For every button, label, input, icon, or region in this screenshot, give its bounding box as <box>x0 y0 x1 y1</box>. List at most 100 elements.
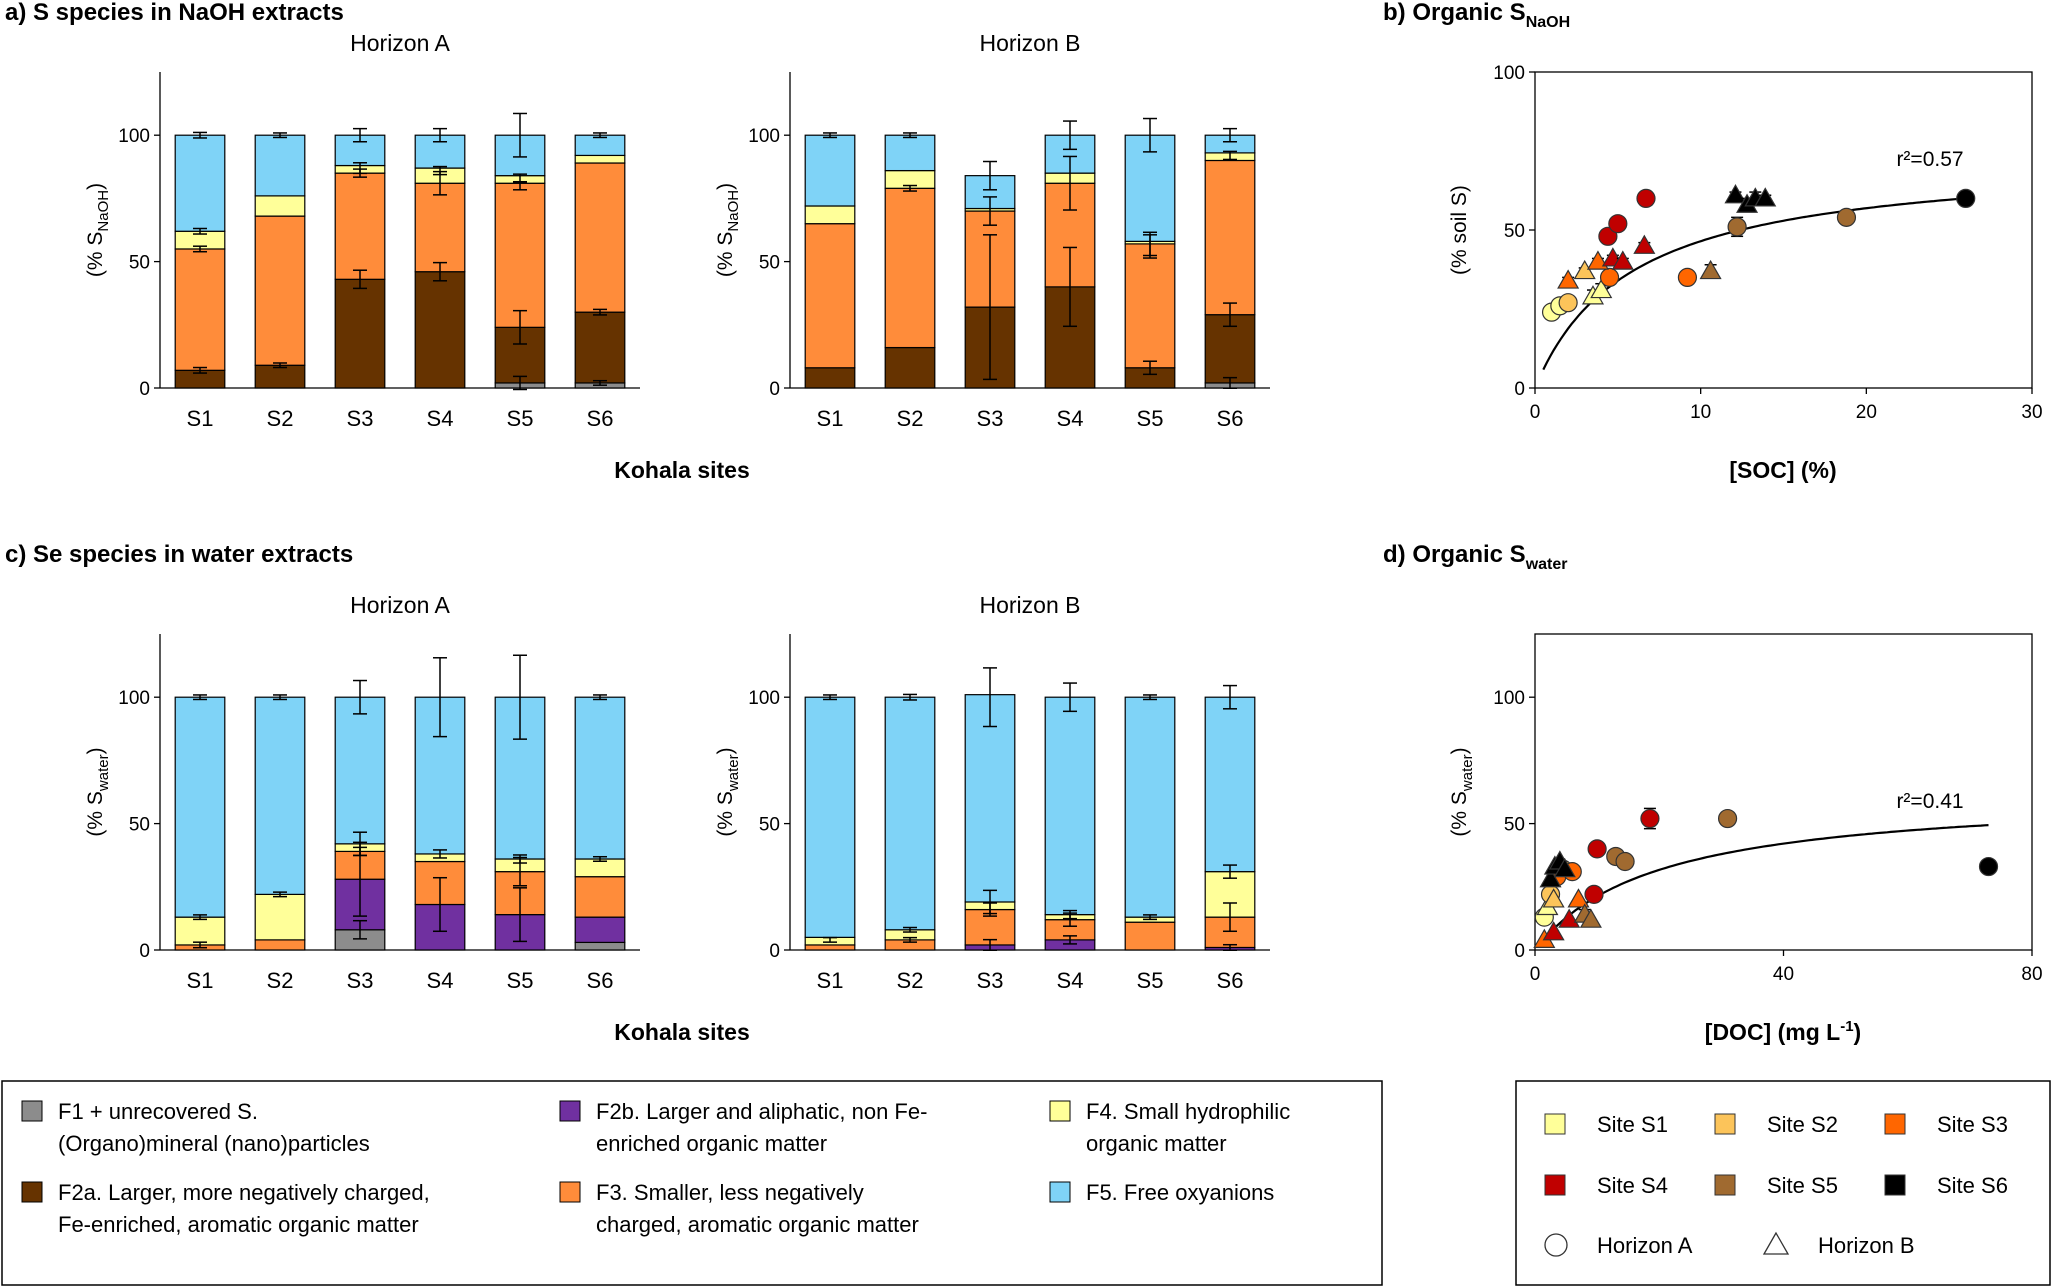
chart-b-point-S4-A <box>1598 226 1618 246</box>
chart-d-ytick-label: 50 <box>1504 815 1525 836</box>
legend-swatch-F2b <box>559 1100 581 1122</box>
legend-label-F3-line1: F3. Smaller, less negatively <box>596 1180 864 1205</box>
chart-b-point-S5-B <box>1699 259 1722 280</box>
chart-a-hB-xtick-label-S4: S4 <box>1057 406 1084 431</box>
chart-a-hB-bar-S1-F2a <box>804 367 856 389</box>
chart-a-hA-bar-S3-F2a <box>334 278 386 389</box>
chart-b-point-S3-A <box>1677 267 1698 287</box>
chart-d-xtick-label: 0 <box>1530 964 1541 985</box>
chart-c-hA-bar-S6-F2b <box>574 916 626 944</box>
chart-a-hA-bar-S2-F2a <box>254 364 306 389</box>
chart-b-point-S5-A <box>1836 207 1857 227</box>
chart-a-hA-bar-S6-F4 <box>574 154 626 164</box>
legend-label-F2a-line2: Fe-enriched, aromatic organic matter <box>58 1212 419 1237</box>
legend-swatch-S2 <box>1714 1113 1736 1135</box>
chart-a-hB-bar-S1-F5 <box>804 134 856 207</box>
chart-a-hA-bar-S2-F3 <box>254 215 306 366</box>
legend-swatch-F5 <box>1049 1181 1071 1203</box>
chart-b-point-S4-B <box>1611 250 1634 270</box>
chart-c-hA-ytick-label: 50 <box>129 815 150 836</box>
chart-b-point-S1-B <box>1590 278 1613 299</box>
chart-b-xtick-label: 30 <box>2021 402 2042 423</box>
chart-c-hB-bar-S5-F3 <box>1124 921 1176 951</box>
chart-d-xtick-label: 80 <box>2021 964 2042 985</box>
chart-d-point-S4-A <box>1584 884 1604 904</box>
chart-d-fit-curve <box>1537 824 1989 947</box>
legend-swatch-F1 <box>21 1100 43 1122</box>
legend-label-F4-line1: F4. Small hydrophilic <box>1086 1099 1290 1124</box>
chart-c-hA-bar-S3-F5 <box>334 696 386 845</box>
chart-c-hA-bar-S2-F5 <box>254 696 306 895</box>
chart-a-hA-bar-S6-F2a <box>574 311 626 384</box>
chart-a-hA-bar-S5-F3 <box>494 182 546 328</box>
chart-c-hA-bar-S2-F3 <box>254 939 306 951</box>
chart-a-hA-xtick-label-S2: S2 <box>267 406 294 431</box>
chart-a-hA-ytick-label: 50 <box>129 253 150 274</box>
chart-d-point-S4-A <box>1640 808 1660 829</box>
chart-a-hB-title: Horizon B <box>980 30 1081 56</box>
chart-c-hB-xtick-label-S6: S6 <box>1217 968 1244 993</box>
chart-d-xtick-label: 40 <box>1773 964 1794 985</box>
chart-c-hB-ytick-label: 0 <box>769 941 780 962</box>
chart-a-hB-ytick-label: 100 <box>748 126 780 147</box>
chart-a-hB-xtick-label-S3: S3 <box>977 406 1004 431</box>
chart-d-xlabel-sup: -1 <box>1840 1018 1853 1035</box>
chart-a-hA-bar-S3-F3 <box>334 172 386 280</box>
chart-c-hA-ytick-label: 0 <box>139 941 150 962</box>
chart-a-hA-title: Horizon A <box>350 30 450 56</box>
legend-label-F2a-line1: F2a. Larger, more negatively charged, <box>58 1180 430 1205</box>
panel-b-title-sub: NaOH <box>1526 14 1570 31</box>
chart-a-hB-ylabel: (% SNaOH) <box>714 183 742 277</box>
plot-c-horizon-a: 0 50 100 Horizon A (% Swater) S1 S2 S3 S4 S5 S6 <box>84 592 640 993</box>
chart-b-point-S6-B <box>1724 184 1747 204</box>
panel-d-title: d) Organic Swater <box>1383 541 1567 573</box>
chart-d-point-S2-B <box>1542 888 1565 908</box>
legend-label-S4: Site S4 <box>1597 1173 1668 1198</box>
legend-swatch-F3 <box>559 1181 581 1203</box>
panel-b-title-main: b) Organic S <box>1383 0 1526 26</box>
chart-c-hB-bar-S5-F5 <box>1124 696 1176 918</box>
chart-c-hB-xtick-label-S3: S3 <box>977 968 1004 993</box>
chart-c-hB-bar-S6-F5 <box>1204 696 1256 873</box>
chart-d-xlabel-main: [DOC] (mg L <box>1705 1019 1840 1045</box>
chart-d-point-S4-A <box>1587 839 1607 859</box>
chart-b-r2-annotation: r²=0.57 <box>1896 148 1963 171</box>
chart-a-hA-ytick-label: 0 <box>139 379 150 400</box>
chart-c-hB-ylabel-main: (% S <box>714 791 737 837</box>
chart-c-hA-xtick-label-S2: S2 <box>267 968 294 993</box>
chart-a-hB-ytick-label: 0 <box>769 379 780 400</box>
chart-c-hB-bar-S1-F5 <box>804 696 856 938</box>
legend-label-horizon-b: Horizon B <box>1818 1233 1915 1258</box>
chart-a-hA-xtick-label-S4: S4 <box>427 406 454 431</box>
chart-c-hB-xtick-label-S2: S2 <box>897 968 924 993</box>
chart-c-hB-xtick-label-S1: S1 <box>817 968 844 993</box>
chart-a-hB-bar-S1-F4 <box>804 205 856 225</box>
legend-swatch-F2a <box>21 1181 43 1203</box>
legend-horizon-a-icon <box>1544 1233 1568 1257</box>
legend-label-F1-line1: F1 + unrecovered S. <box>58 1099 258 1124</box>
chart-c-hA-ylabel: (% Swater) <box>84 747 112 836</box>
chart-c-hB-xtick-label-S4: S4 <box>1057 968 1084 993</box>
legend-label-S1: Site S1 <box>1597 1112 1668 1137</box>
legend-label-S5: Site S5 <box>1767 1173 1838 1198</box>
panel-c-title: c) Se species in water extracts <box>5 541 353 568</box>
chart-d-ylabel: (% Swater) <box>1448 747 1476 836</box>
chart-c-hB-ylabel-end: ) <box>714 747 737 754</box>
legend-label-F2b-line2: enriched organic matter <box>596 1131 827 1156</box>
chart-c-hA-ylabel-sub: water <box>95 754 112 792</box>
panel-d-title-sub: water <box>1525 556 1568 573</box>
chart-a-hA-bar-S2-F5 <box>254 134 306 197</box>
chart-a-hB-bar-S1-F3 <box>804 223 856 369</box>
chart-d-ylabel-sub: water <box>1459 754 1476 792</box>
chart-a-hA-xtick-label-S1: S1 <box>187 406 214 431</box>
chart-c-hA-bar-S1-F4 <box>174 916 226 946</box>
chart-d-point-S3-B <box>1567 888 1590 908</box>
chart-b-xtick-label: 10 <box>1690 402 1711 423</box>
chart-b-ytick-label: 0 <box>1514 379 1525 400</box>
chart-d-point-S5-A <box>1615 851 1635 872</box>
chart-a-hA-ylabel-sub: NaOH <box>95 190 112 232</box>
chart-a-hB-xtick-label-S1: S1 <box>817 406 844 431</box>
chart-c-hB-ytick-label: 100 <box>748 688 780 709</box>
chart-a-hB-ylabel-main: (% S <box>714 232 737 278</box>
